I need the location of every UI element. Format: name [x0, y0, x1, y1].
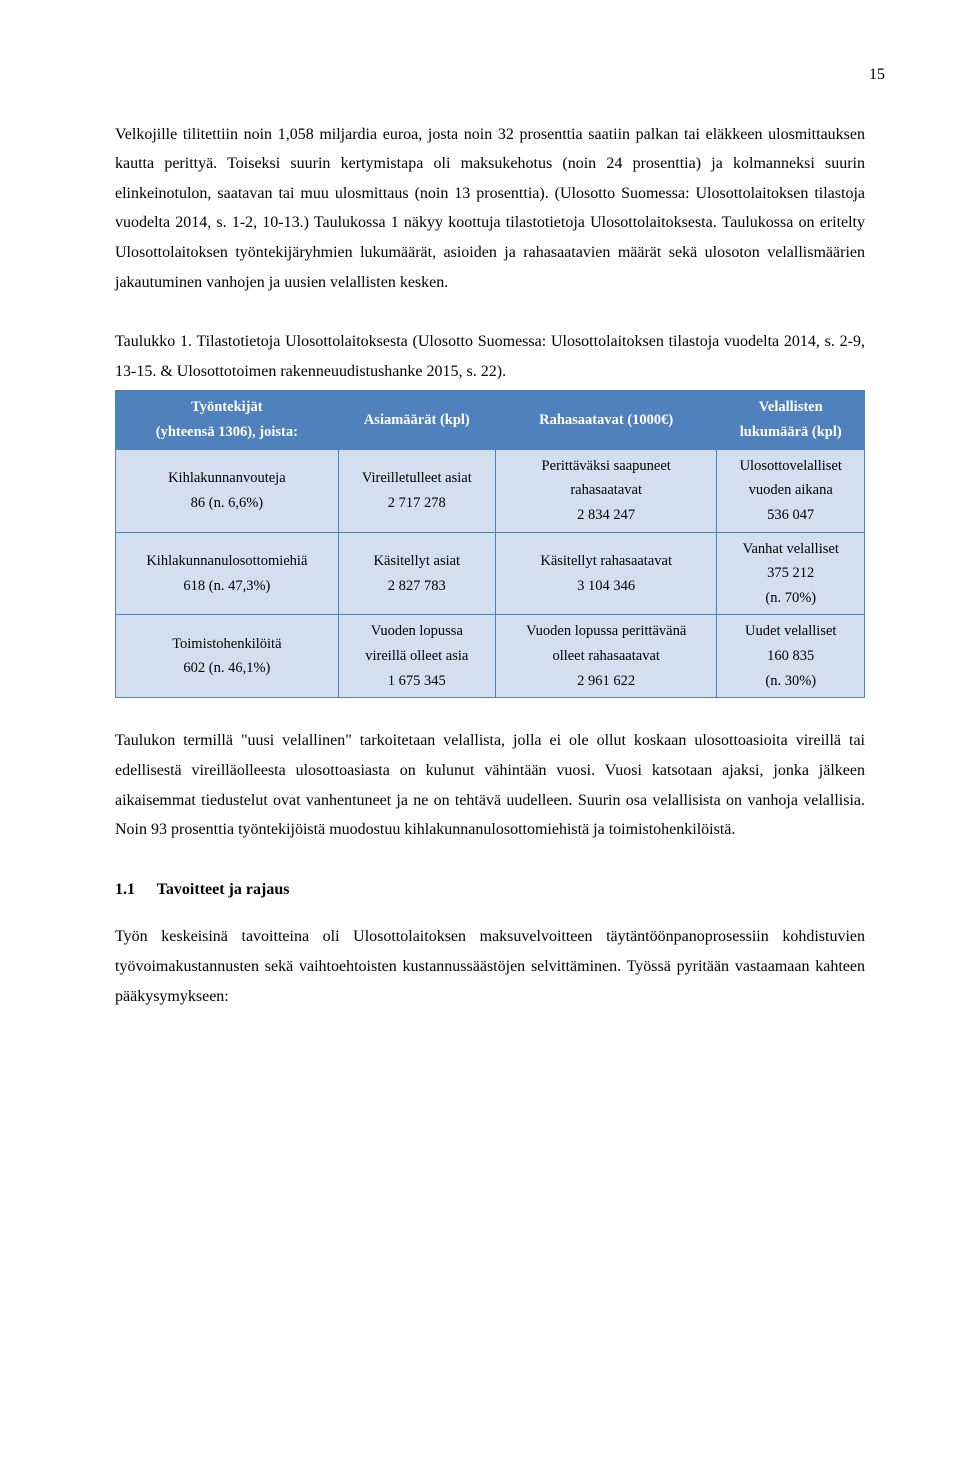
cell-cases-3: Vuoden lopussa vireillä olleet asia 1 67…: [338, 615, 495, 698]
cell-receivables-2: Käsitellyt rahasaatavat 3 104 346: [495, 532, 717, 615]
cell-text: Kihlakunnanvouteja: [168, 470, 286, 486]
cell-text: Vuoden lopussa perittävänä: [526, 623, 686, 639]
cell-employees-1: Kihlakunnanvouteja 86 (n. 6,6%): [116, 449, 339, 532]
header-text: Velallisten: [759, 399, 823, 415]
cell-text: Käsitellyt rahasaatavat: [540, 553, 672, 569]
cell-cases-2: Käsitellyt asiat 2 827 783: [338, 532, 495, 615]
table-row: Kihlakunnanvouteja 86 (n. 6,6%) Vireille…: [116, 449, 865, 532]
cell-text: 2 834 247: [577, 507, 635, 523]
cell-text: 602 (n. 46,1%): [183, 660, 270, 676]
cell-text: rahasaatavat: [570, 482, 642, 498]
cell-receivables-1: Perittäväksi saapuneet rahasaatavat 2 83…: [495, 449, 717, 532]
cell-text: vuoden aikana: [749, 482, 833, 498]
header-employees: Työntekijät (yhteensä 1306), joista:: [116, 391, 339, 449]
cell-text: 86 (n. 6,6%): [191, 495, 264, 511]
cell-debtors-3: Uudet velalliset 160 835 (n. 30%): [717, 615, 865, 698]
header-receivables: Rahasaatavat (1000€): [495, 391, 717, 449]
body-paragraph-2: Taulukon termillä "uusi velallinen" tark…: [115, 726, 865, 844]
cell-text: 2 961 622: [577, 673, 635, 689]
header-text: (yhteensä 1306), joista:: [156, 424, 298, 440]
header-text: lukumäärä (kpl): [740, 424, 842, 440]
header-cases: Asiamäärät (kpl): [338, 391, 495, 449]
table-row: Toimistohenkilöitä 602 (n. 46,1%) Vuoden…: [116, 615, 865, 698]
cell-text: Vireilletulleet asiat: [362, 470, 472, 486]
cell-receivables-3: Vuoden lopussa perittävänä olleet rahasa…: [495, 615, 717, 698]
section-number: 1.1: [115, 875, 135, 905]
cell-text: 160 835: [767, 648, 814, 664]
body-paragraph-1: Velkojille tilitettiin noin 1,058 miljar…: [115, 120, 865, 298]
cell-text: Ulosottovelalliset: [740, 458, 842, 474]
cell-debtors-1: Ulosottovelalliset vuoden aikana 536 047: [717, 449, 865, 532]
cell-text: 536 047: [767, 507, 814, 523]
cell-text: vireillä olleet asia: [365, 648, 468, 664]
cell-employees-3: Toimistohenkilöitä 602 (n. 46,1%): [116, 615, 339, 698]
page-number: 15: [115, 60, 885, 90]
cell-employees-2: Kihlakunnanulosottomiehiä 618 (n. 47,3%): [116, 532, 339, 615]
section-heading: 1.1 Tavoitteet ja rajaus: [115, 875, 865, 905]
table-row: Kihlakunnanulosottomiehiä 618 (n. 47,3%)…: [116, 532, 865, 615]
cell-text: (n. 70%): [765, 590, 816, 606]
cell-text: Käsitellyt asiat: [374, 553, 461, 569]
table-caption: Taulukko 1. Tilastotietoja Ulosottolaito…: [115, 327, 865, 386]
cell-text: Perittäväksi saapuneet: [542, 458, 671, 474]
cell-text: Vuoden lopussa: [371, 623, 463, 639]
cell-text: 618 (n. 47,3%): [183, 578, 270, 594]
header-debtors: Velallisten lukumäärä (kpl): [717, 391, 865, 449]
section-title: Tavoitteet ja rajaus: [157, 881, 290, 898]
body-paragraph-3: Työn keskeisinä tavoitteina oli Ulosotto…: [115, 922, 865, 1011]
header-text: Työntekijät: [191, 399, 262, 415]
cell-text: 375 212: [767, 565, 814, 581]
cell-text: 3 104 346: [577, 578, 635, 594]
cell-text: Uudet velalliset: [745, 623, 836, 639]
cell-debtors-2: Vanhat velalliset 375 212 (n. 70%): [717, 532, 865, 615]
table-header-row: Työntekijät (yhteensä 1306), joista: Asi…: [116, 391, 865, 449]
cell-text: Vanhat velalliset: [743, 541, 839, 557]
cell-text: (n. 30%): [765, 673, 816, 689]
cell-text: Kihlakunnanulosottomiehiä: [146, 553, 307, 569]
cell-text: Toimistohenkilöitä: [172, 636, 281, 652]
cell-text: olleet rahasaatavat: [552, 648, 659, 664]
cell-cases-1: Vireilletulleet asiat 2 717 278: [338, 449, 495, 532]
cell-text: 2 717 278: [388, 495, 446, 511]
statistics-table: Työntekijät (yhteensä 1306), joista: Asi…: [115, 390, 865, 698]
cell-text: 2 827 783: [388, 578, 446, 594]
cell-text: 1 675 345: [388, 673, 446, 689]
